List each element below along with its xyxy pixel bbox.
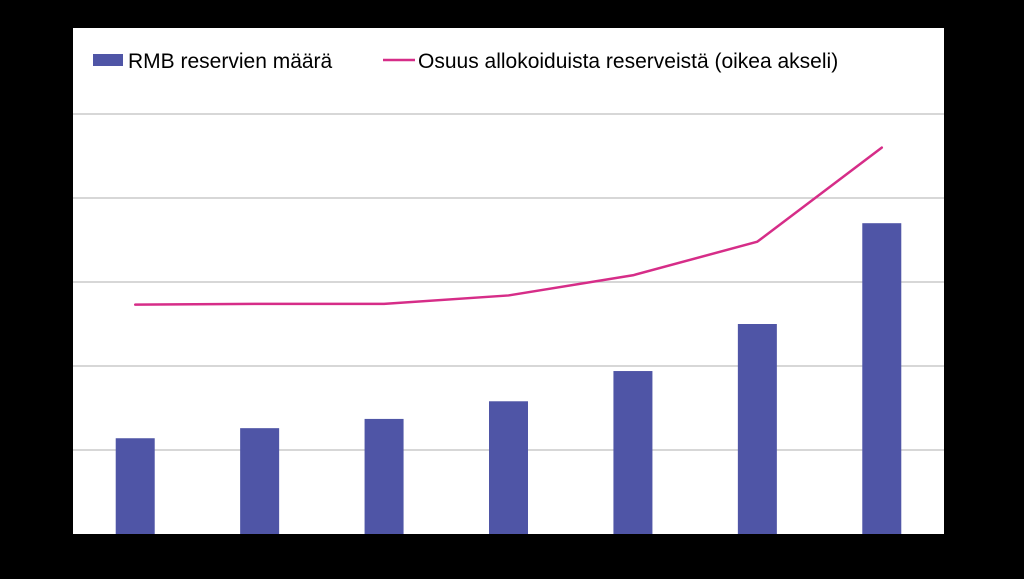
- legend-label-bar: RMB reservien määrä: [128, 50, 333, 73]
- bar: [489, 401, 528, 534]
- line-series: [133, 146, 884, 306]
- bar: [737, 324, 777, 534]
- bar-series: [115, 223, 902, 534]
- legend-label-line: Osuus allokoiduista reserveistä (oikea a…: [418, 50, 838, 73]
- bar: [862, 223, 902, 534]
- bar: [240, 428, 280, 534]
- series-line: [133, 146, 884, 306]
- bar: [115, 438, 155, 534]
- bar: [613, 371, 653, 534]
- bar: [364, 418, 404, 534]
- gridlines: [73, 113, 944, 451]
- legend-swatch-bar: [93, 54, 123, 66]
- legend: RMB reservien määrä Osuus allokoiduista …: [93, 50, 838, 73]
